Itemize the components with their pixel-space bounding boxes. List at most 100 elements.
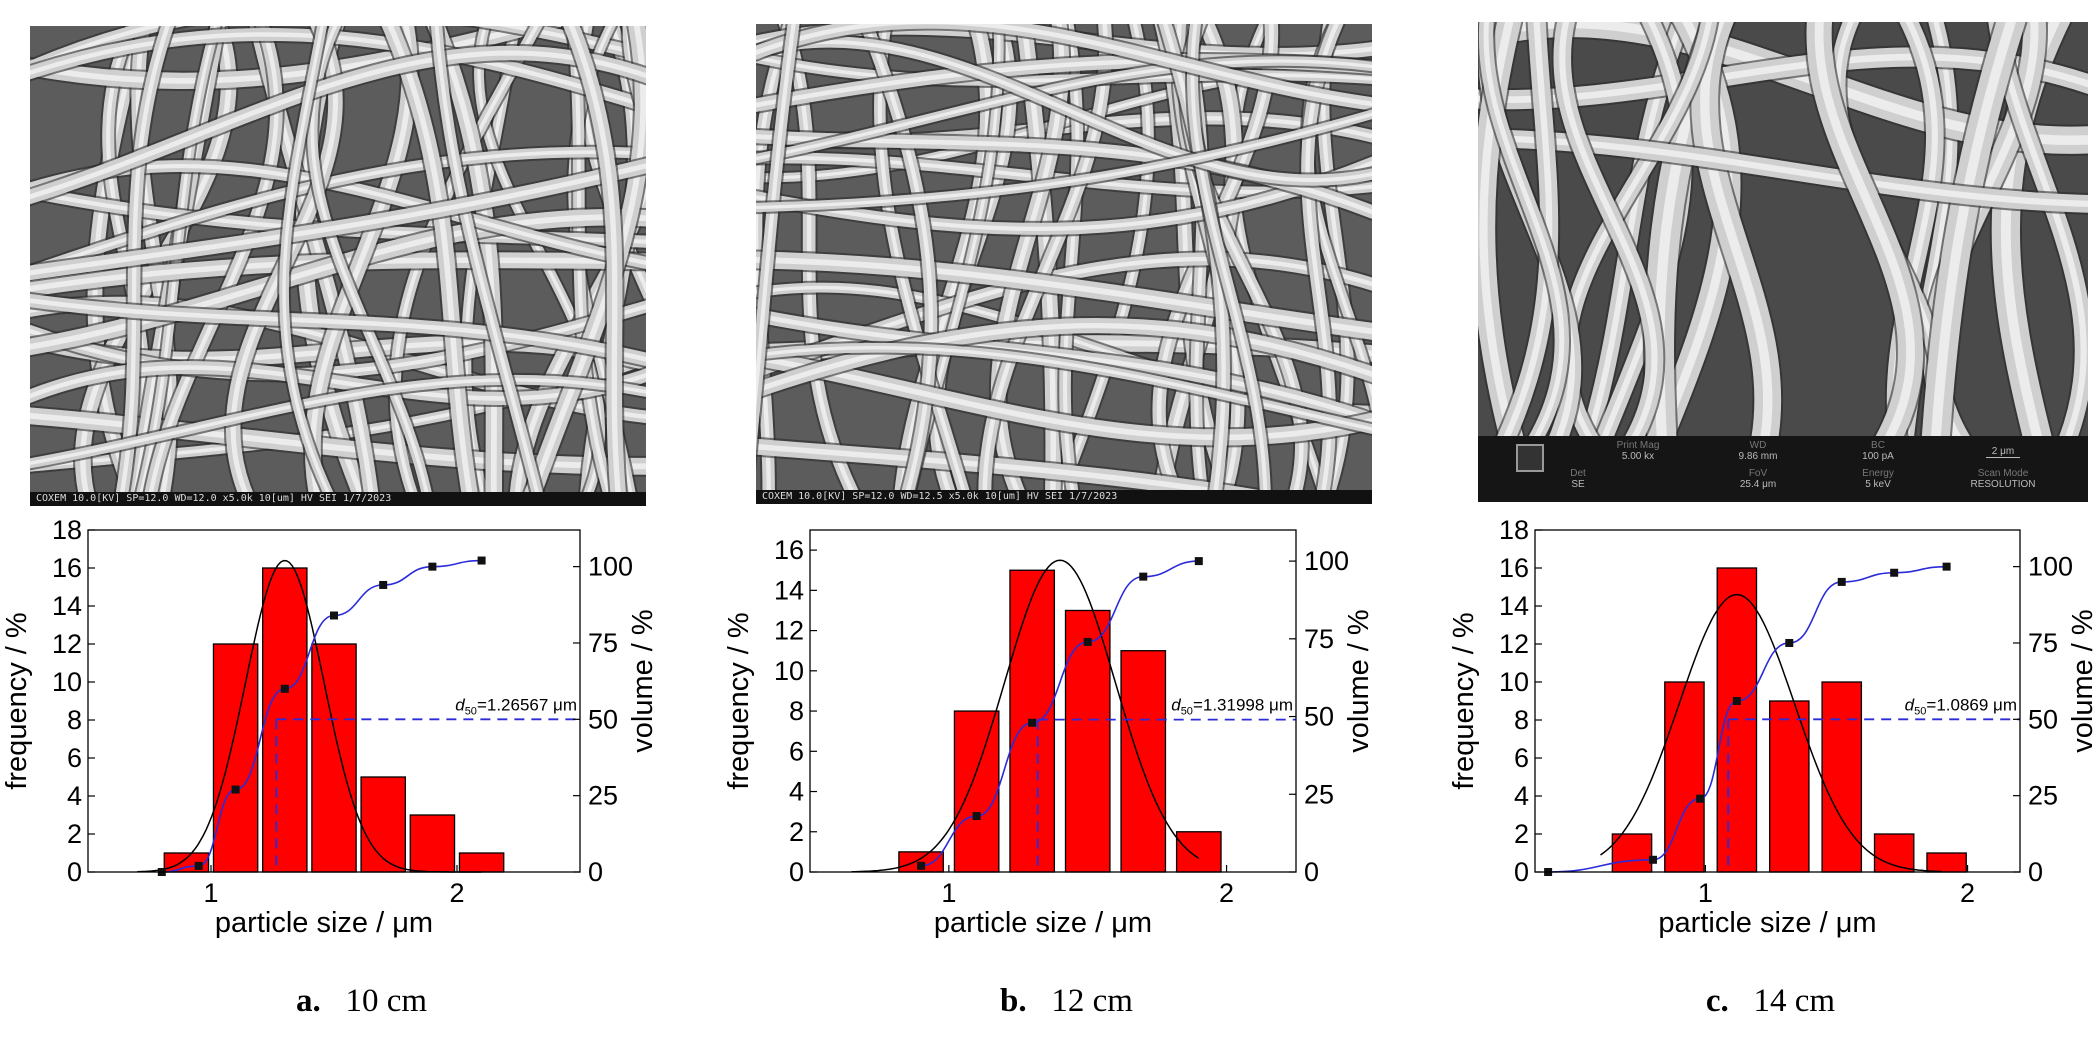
y-right-tick-label: 0: [2028, 857, 2043, 887]
cumulative-point: [1785, 638, 1794, 647]
panel-a: COXEM 10.0[KV] SP=12.0 WD=12.0 x5.0k 10[…: [0, 0, 690, 1019]
caption-c: c. 14 cm: [1410, 946, 2098, 1057]
x-axis-label: particle size / μm: [1658, 907, 1876, 939]
d50-label: d50=1.26567 μm: [455, 695, 577, 717]
cumulative-point: [1890, 568, 1899, 577]
caption-b: b. 12 cm: [700, 946, 1400, 1057]
y-left-axis-label: frequency / %: [1448, 612, 1480, 789]
y-left-tick-label: 14: [774, 575, 804, 605]
fiber-texture: [756, 24, 1372, 504]
info-det: Det SE: [1570, 468, 1586, 490]
y-left-tick-label: 18: [52, 515, 82, 545]
sem-image-c: Print Mag 5.00 kx WD 9.86 mm BC 100 pA 2 μm…: [1478, 22, 2088, 502]
y-left-tick-label: 0: [1514, 857, 1529, 887]
histogram-bar: [1611, 833, 1653, 873]
histogram-bar: [458, 852, 505, 873]
sem-data-bar: COXEM 10.0[KV] SP=12.0 WD=12.0 x5.0k 10[…: [30, 492, 646, 506]
y-right-tick-label: 50: [2028, 704, 2058, 734]
cumulative-point: [280, 684, 289, 693]
fiber-texture: [1478, 22, 2088, 436]
x-tick-label: 1: [941, 878, 956, 908]
x-tick-label: 2: [1219, 878, 1234, 908]
y-left-tick-label: 2: [1514, 819, 1529, 849]
y-left-tick-label: 8: [1514, 705, 1529, 735]
y-right-tick-label: 50: [1304, 702, 1334, 732]
x-tick-label: 2: [1960, 878, 1975, 908]
x-tick-label: 1: [203, 878, 218, 908]
y-right-tick-label: 0: [588, 857, 603, 887]
y-left-axis-label: frequency / %: [723, 612, 755, 789]
y-right-tick-label: 75: [588, 628, 618, 658]
cumulative-curve: [161, 559, 482, 873]
cumulative-point: [1028, 718, 1037, 727]
cumulative-point: [477, 556, 486, 565]
histogram-bar: [311, 643, 357, 873]
y-left-tick-label: 18: [1499, 515, 1529, 545]
d50-label: d50=1.31998 μm: [1171, 696, 1293, 718]
y-right-tick-label: 75: [2028, 628, 2058, 658]
normal-fit-curve: [1600, 593, 1942, 873]
cumulative-point: [1942, 562, 1951, 571]
caption-text: 10 cm: [345, 983, 428, 1019]
x-axis-label: particle size / μm: [215, 907, 433, 939]
y-left-tick-label: 12: [1499, 629, 1529, 659]
cumulative-point: [1696, 794, 1705, 803]
histogram-chart-a: d50=1.26567 μm02468101214161802550751001…: [1, 515, 659, 939]
y-right-axis-label: volume / %: [2067, 609, 2098, 752]
info-fov: FoV 25.4 μm: [1739, 468, 1777, 490]
y-right-tick-label: 100: [1304, 546, 1349, 576]
cumulative-point: [428, 562, 437, 571]
histogram-bar: [1873, 833, 1915, 873]
y-right-tick-label: 25: [1304, 779, 1334, 809]
y-left-tick-label: 16: [774, 535, 804, 565]
cumulative-point: [917, 861, 926, 870]
histogram-bar: [1926, 852, 1967, 873]
y-right-axis-label: volume / %: [1343, 609, 1375, 752]
caption-text: 14 cm: [1753, 983, 1836, 1019]
y-left-tick-label: 10: [774, 656, 804, 686]
y-right-tick-label: 25: [588, 781, 618, 811]
info-energy: Energy 5 keV: [1862, 468, 1894, 490]
histogram-bar: [953, 710, 1000, 873]
caption-letter: c.: [1705, 983, 1729, 1019]
y-right-tick-label: 25: [2028, 781, 2058, 811]
y-left-tick-label: 14: [1499, 591, 1529, 621]
y-left-tick-label: 6: [789, 736, 804, 766]
caption-text: 12 cm: [1051, 983, 1133, 1019]
panel-c: Print Mag 5.00 kx WD 9.86 mm BC 100 pA 2 μm…: [1410, 0, 2098, 1019]
normal-fit-curve: [851, 559, 1200, 873]
sem-image-b: COXEM 10.0[KV] SP=12.0 WD=12.5 x5.0k 10[…: [756, 24, 1372, 504]
y-right-axis-label: volume / %: [627, 609, 659, 752]
histogram-bar: [1120, 650, 1167, 873]
y-left-tick-label: 8: [789, 696, 804, 726]
y-left-tick-label: 12: [52, 629, 82, 659]
d50-label: d50=1.0869 μm: [1905, 695, 2017, 717]
y-right-tick-label: 100: [2028, 552, 2073, 582]
y-left-tick-label: 4: [67, 781, 82, 811]
sem-data-bar: COXEM 10.0[KV] SP=12.0 WD=12.5 x5.0k 10[…: [756, 490, 1372, 504]
info-scan-mode: Scan Mode RESOLUTION: [1970, 468, 2036, 490]
cumulative-point: [231, 785, 240, 794]
histogram-bar: [1064, 609, 1111, 873]
cumulative-point: [194, 861, 203, 870]
y-left-tick-label: 0: [67, 857, 82, 887]
y-left-tick-label: 0: [789, 857, 804, 887]
y-right-tick-label: 0: [1304, 857, 1319, 887]
cumulative-point: [330, 611, 338, 620]
x-axis-label: particle size / μm: [934, 907, 1152, 939]
y-left-tick-label: 12: [774, 616, 804, 646]
info-bc: BC 100 pA: [1862, 440, 1894, 462]
x-tick-label: 1: [1698, 878, 1713, 908]
y-left-tick-label: 10: [52, 667, 82, 697]
y-right-tick-label: 100: [588, 552, 633, 582]
y-left-tick-label: 10: [1499, 667, 1529, 697]
y-right-tick-label: 50: [588, 704, 618, 734]
cumulative-point: [1194, 557, 1203, 566]
cumulative-point: [1139, 572, 1148, 581]
y-left-tick-label: 8: [67, 705, 82, 735]
y-left-tick-label: 16: [1499, 553, 1529, 583]
histogram-bar: [409, 814, 456, 873]
cumulative-point: [1732, 697, 1741, 705]
x-tick-label: 2: [449, 878, 464, 908]
